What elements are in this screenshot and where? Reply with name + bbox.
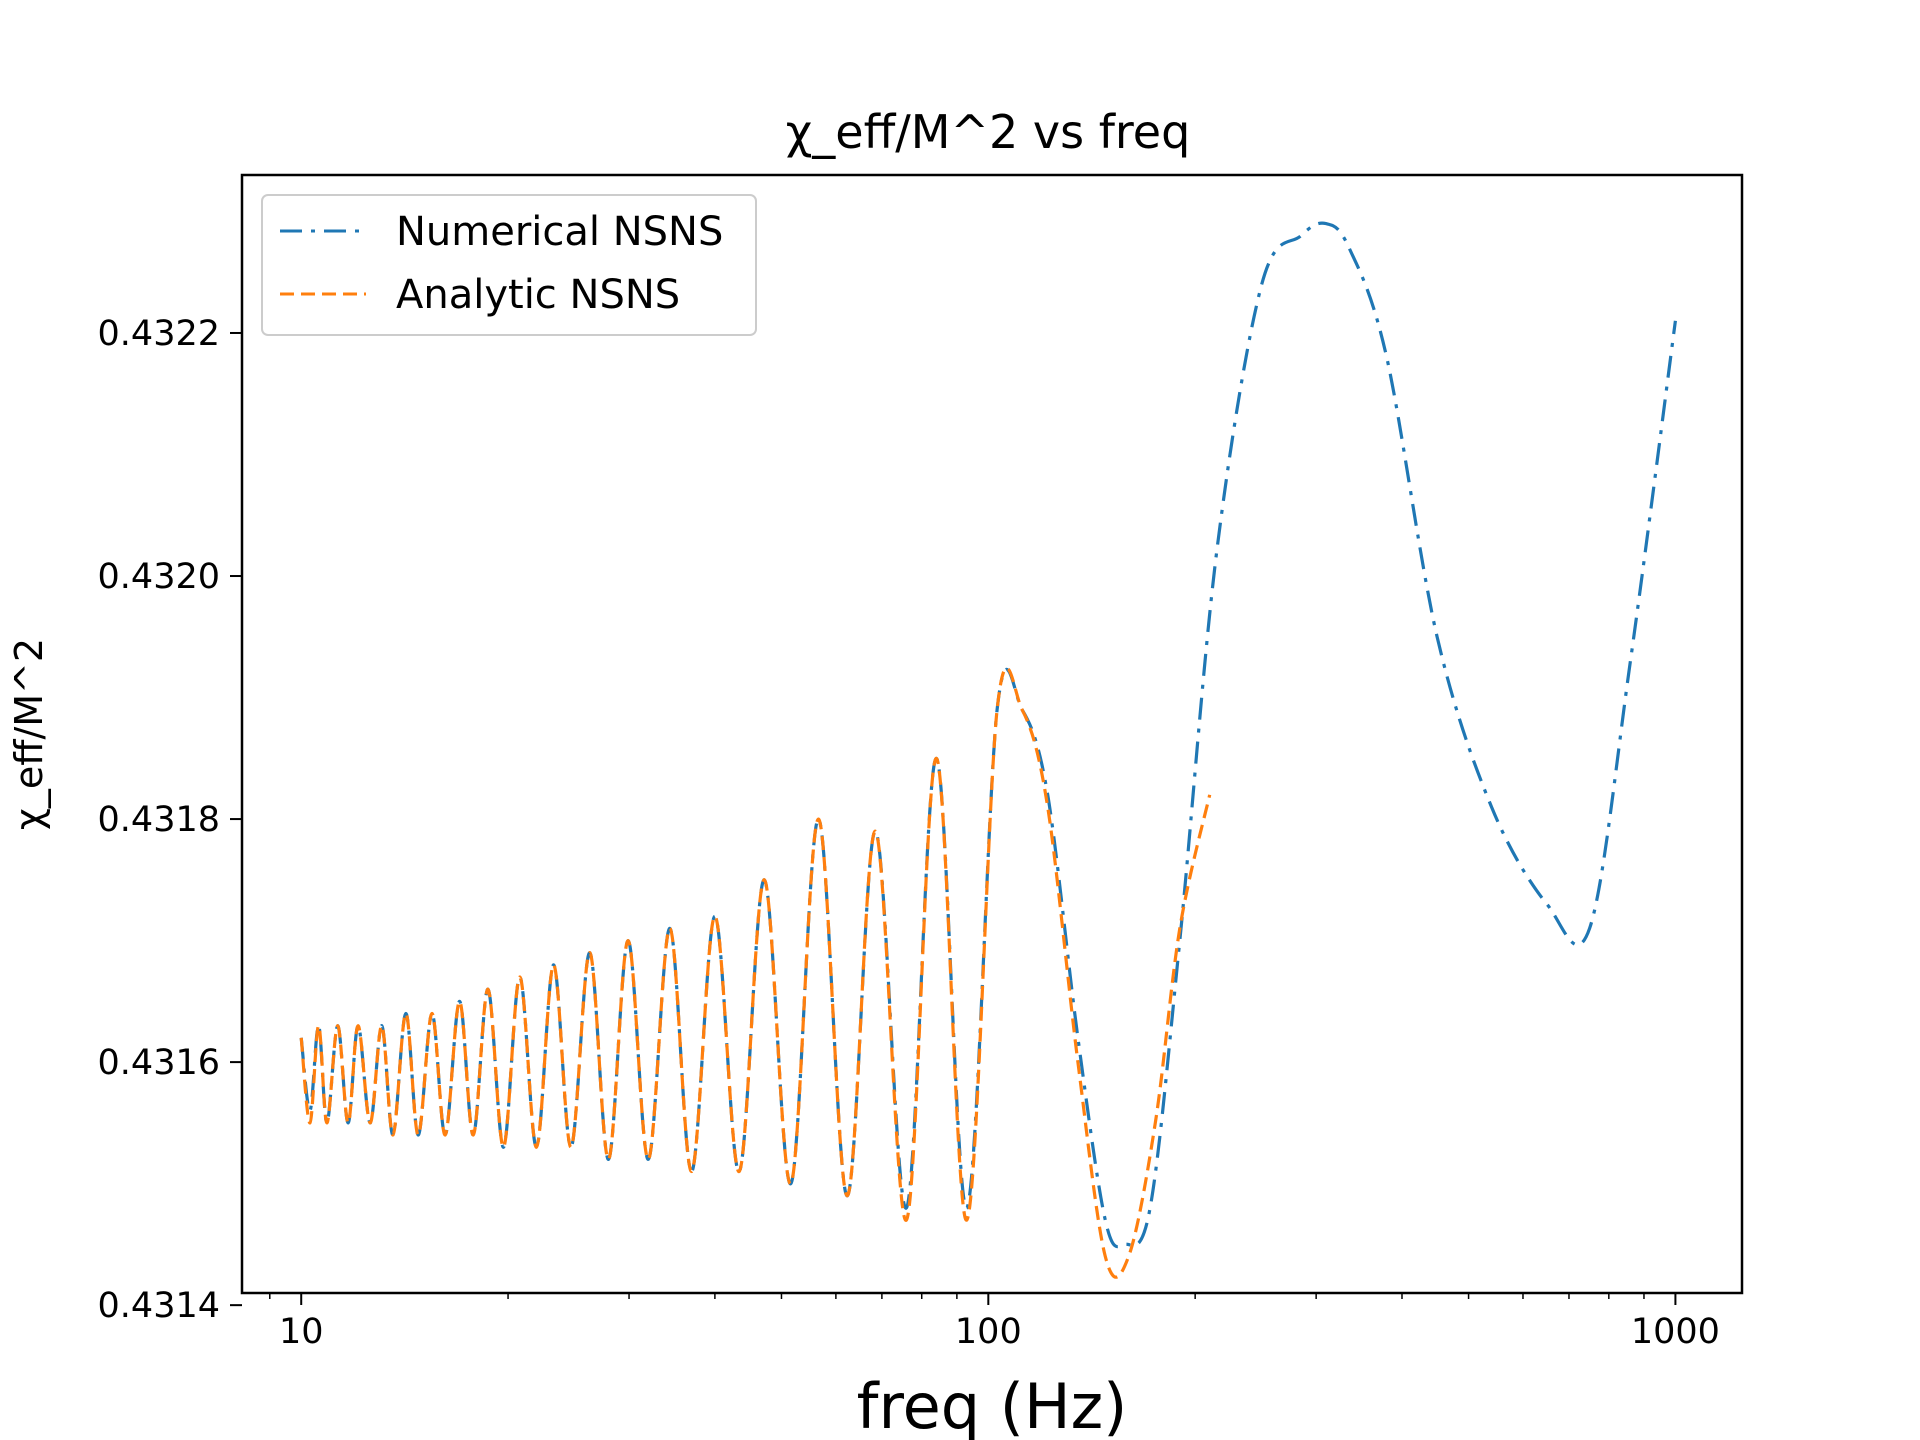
x-axis-label: freq (Hz) bbox=[857, 1370, 1128, 1440]
chart-title: χ_eff/M^2 vs freq bbox=[786, 105, 1191, 159]
x-tick-label: 10 bbox=[279, 1312, 324, 1352]
legend-box bbox=[261, 194, 757, 336]
y-axis-label: χ_eff/M^2 bbox=[7, 638, 51, 830]
y-tick-label: 0.4322 bbox=[98, 314, 220, 354]
axes-frame bbox=[240, 173, 1744, 1295]
legend-label-numerical: Numerical NSNS bbox=[396, 209, 723, 255]
y-tick-label: 0.4318 bbox=[98, 800, 220, 840]
legend: Numerical NSNS Analytic NSNS bbox=[261, 194, 757, 336]
series-line-analytic bbox=[299, 666, 1212, 1279]
legend-label-analytic: Analytic NSNS bbox=[396, 272, 680, 318]
x-axis: 10 100 1000 bbox=[269, 1293, 1720, 1352]
y-tick-label: 0.4314 bbox=[98, 1286, 220, 1326]
x-tick-label: 100 bbox=[955, 1312, 1022, 1352]
plot-area bbox=[299, 221, 1677, 1279]
y-axis: 0.4314 0.4316 0.4318 0.4320 0.4322 bbox=[98, 314, 242, 1326]
y-tick-label: 0.4316 bbox=[98, 1043, 220, 1083]
y-tick-label: 0.4320 bbox=[98, 557, 220, 597]
series-line-numerical bbox=[299, 221, 1677, 1249]
x-tick-label: 1000 bbox=[1631, 1312, 1720, 1352]
